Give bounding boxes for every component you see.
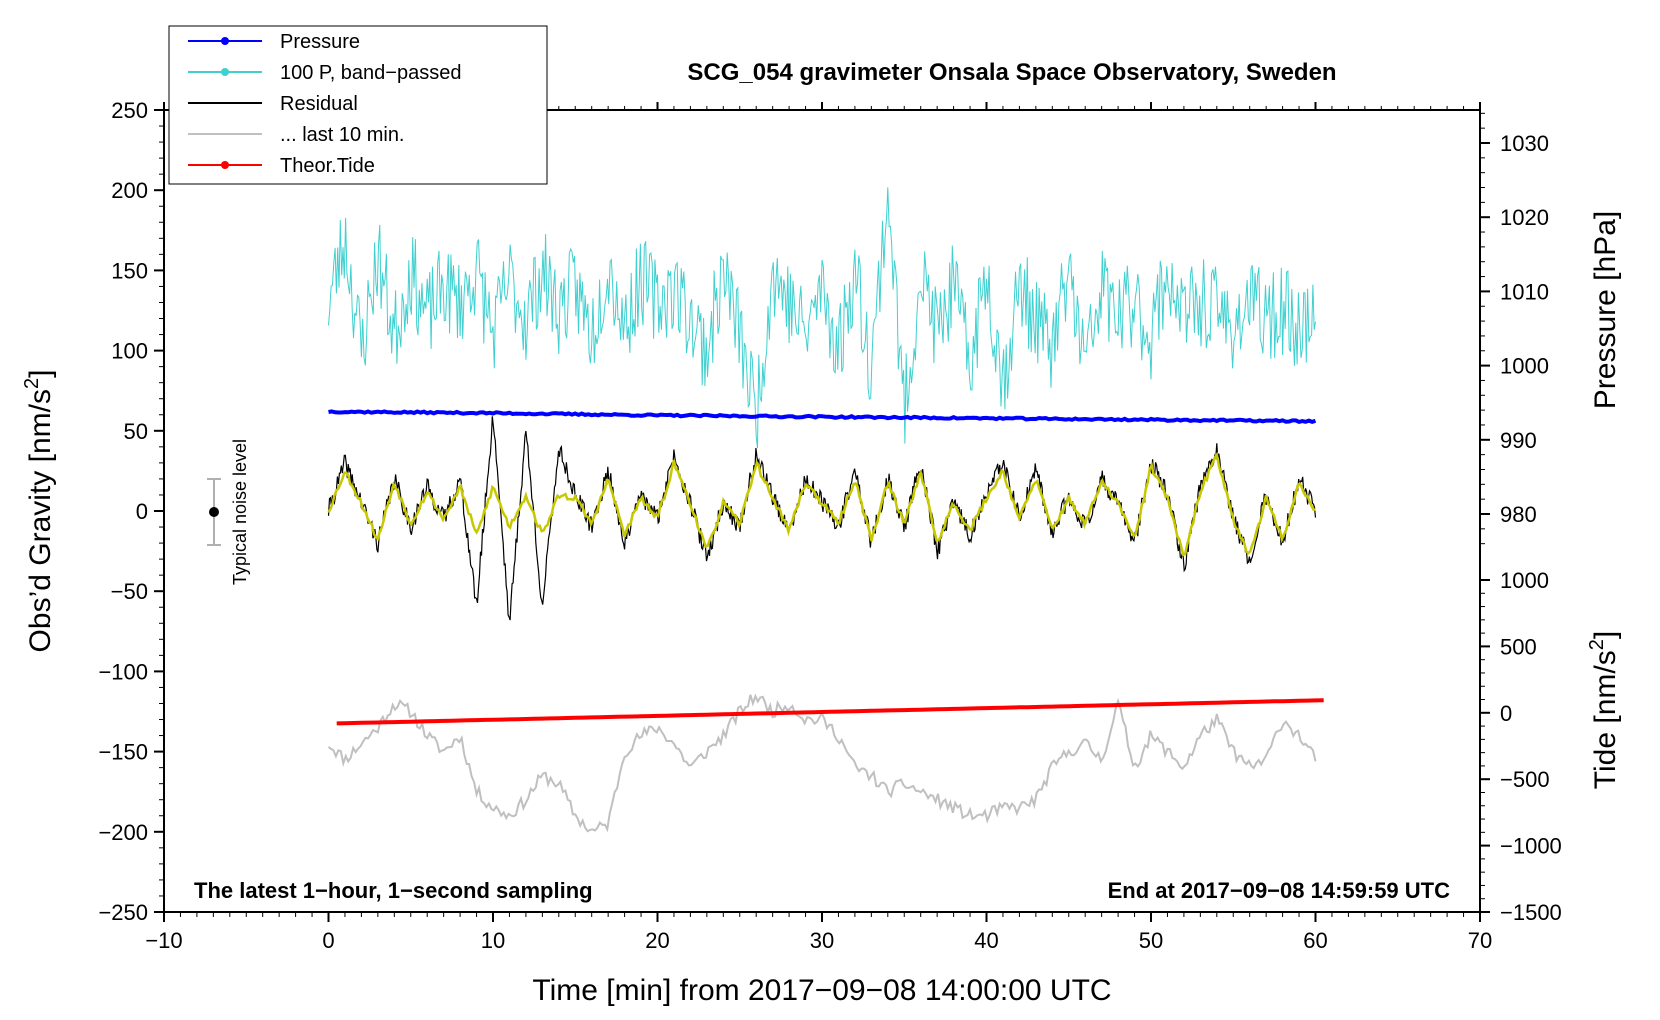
series-residual bbox=[327, 416, 1317, 621]
x-tick-label: 70 bbox=[1468, 928, 1492, 953]
x-tick-label: 0 bbox=[322, 928, 334, 953]
tick-layer: −10 0 10 20 30 40 50 60 70250200150100500−50−100… bbox=[98, 98, 1561, 953]
legend-label: Pressure bbox=[280, 31, 360, 53]
y-left-label-sup: 2 bbox=[21, 378, 43, 389]
series-pressure bbox=[328, 409, 1317, 425]
series-residual-smoothed bbox=[327, 451, 1316, 557]
legend-label: 100 P, band−passed bbox=[280, 62, 461, 84]
y-left-tick-label: 200 bbox=[111, 178, 148, 203]
noise-label: Typical noise level bbox=[230, 439, 250, 585]
y-pressure-tick-label: 990 bbox=[1500, 428, 1537, 453]
legend-box bbox=[168, 25, 548, 185]
plot-frame bbox=[163, 109, 1481, 913]
y-axis-label-left: Obs’d Gravity [nm/s2] bbox=[21, 370, 57, 653]
y-pressure-tick-label: 1000 bbox=[1500, 354, 1549, 379]
y-left-tick-label: −50 bbox=[111, 579, 148, 604]
x-tick-label: 30 bbox=[810, 928, 834, 953]
noise-level-marker: Typical noise level bbox=[207, 439, 250, 585]
y-tide-tick-label: 0 bbox=[1500, 701, 1512, 726]
noise-dot bbox=[209, 507, 219, 517]
x-tick-label: −10 bbox=[145, 928, 182, 953]
y-pressure-tick-label: 1030 bbox=[1500, 131, 1549, 156]
y-pressure-tick-label: 980 bbox=[1500, 502, 1537, 527]
legend-marker bbox=[221, 68, 229, 76]
y-pressure-tick-label: 1010 bbox=[1500, 279, 1549, 304]
note-right: End at 2017−09−08 14:59:59 UTC bbox=[1108, 878, 1451, 903]
y-left-tick-label: −100 bbox=[98, 659, 148, 684]
y-tide-label-main: Tide [nm/s bbox=[1589, 650, 1622, 789]
y-left-tick-label: −150 bbox=[98, 740, 148, 765]
legend-marker bbox=[221, 161, 229, 169]
y-tide-tick-label: −500 bbox=[1500, 767, 1550, 792]
legend-label: Theor.Tide bbox=[280, 155, 375, 177]
y-tide-tick-label: 500 bbox=[1500, 634, 1537, 659]
y-left-tick-label: 250 bbox=[111, 98, 148, 123]
legend-marker bbox=[221, 37, 229, 45]
legend-label: Residual bbox=[280, 93, 358, 115]
legend-label: ... last 10 min. bbox=[280, 124, 405, 146]
x-tick-label: 20 bbox=[645, 928, 669, 953]
y-axis-label-pressure: Pressure [hPa] bbox=[1589, 211, 1622, 409]
x-tick-label: 40 bbox=[974, 928, 998, 953]
y-left-tick-label: −200 bbox=[98, 820, 148, 845]
y-left-tick-label: 0 bbox=[136, 499, 148, 524]
chart-title: SCG_054 gravimeter Onsala Space Observat… bbox=[687, 59, 1336, 86]
series-last-10-min bbox=[327, 693, 1317, 833]
y-tide-tick-label: 1000 bbox=[1500, 568, 1549, 593]
y-left-label-main: Obs’d Gravity [nm/s bbox=[24, 389, 57, 652]
x-axis-label: Time [min] from 2017−09−08 14:00:00 UTC bbox=[532, 974, 1111, 1007]
y-left-tick-label: −250 bbox=[98, 900, 148, 925]
series-layer bbox=[327, 187, 1324, 833]
y-left-label-close: ] bbox=[24, 370, 57, 378]
y-axis-label-tide: Tide [nm/s2] bbox=[1586, 631, 1622, 789]
y-left-tick-label: 50 bbox=[124, 419, 148, 444]
y-left-tick-label: 150 bbox=[111, 258, 148, 283]
series-theor-tide bbox=[336, 698, 1324, 726]
series-band-passed-pressure bbox=[328, 187, 1316, 449]
y-tide-label-sup: 2 bbox=[1586, 639, 1608, 650]
y-tide-label-close: ] bbox=[1589, 631, 1622, 639]
legend: Pressure 100 P, band−passed Residual ... la… bbox=[168, 25, 548, 185]
note-left: The latest 1−hour, 1−second sampling bbox=[194, 878, 593, 903]
x-tick-label: 60 bbox=[1303, 928, 1327, 953]
x-tick-label: 50 bbox=[1139, 928, 1163, 953]
y-tide-tick-label: −1500 bbox=[1500, 900, 1562, 925]
y-tide-tick-label: −1000 bbox=[1500, 834, 1562, 859]
y-left-tick-label: 100 bbox=[111, 339, 148, 364]
y-pressure-tick-label: 1020 bbox=[1500, 205, 1549, 230]
x-tick-label: 10 bbox=[481, 928, 505, 953]
